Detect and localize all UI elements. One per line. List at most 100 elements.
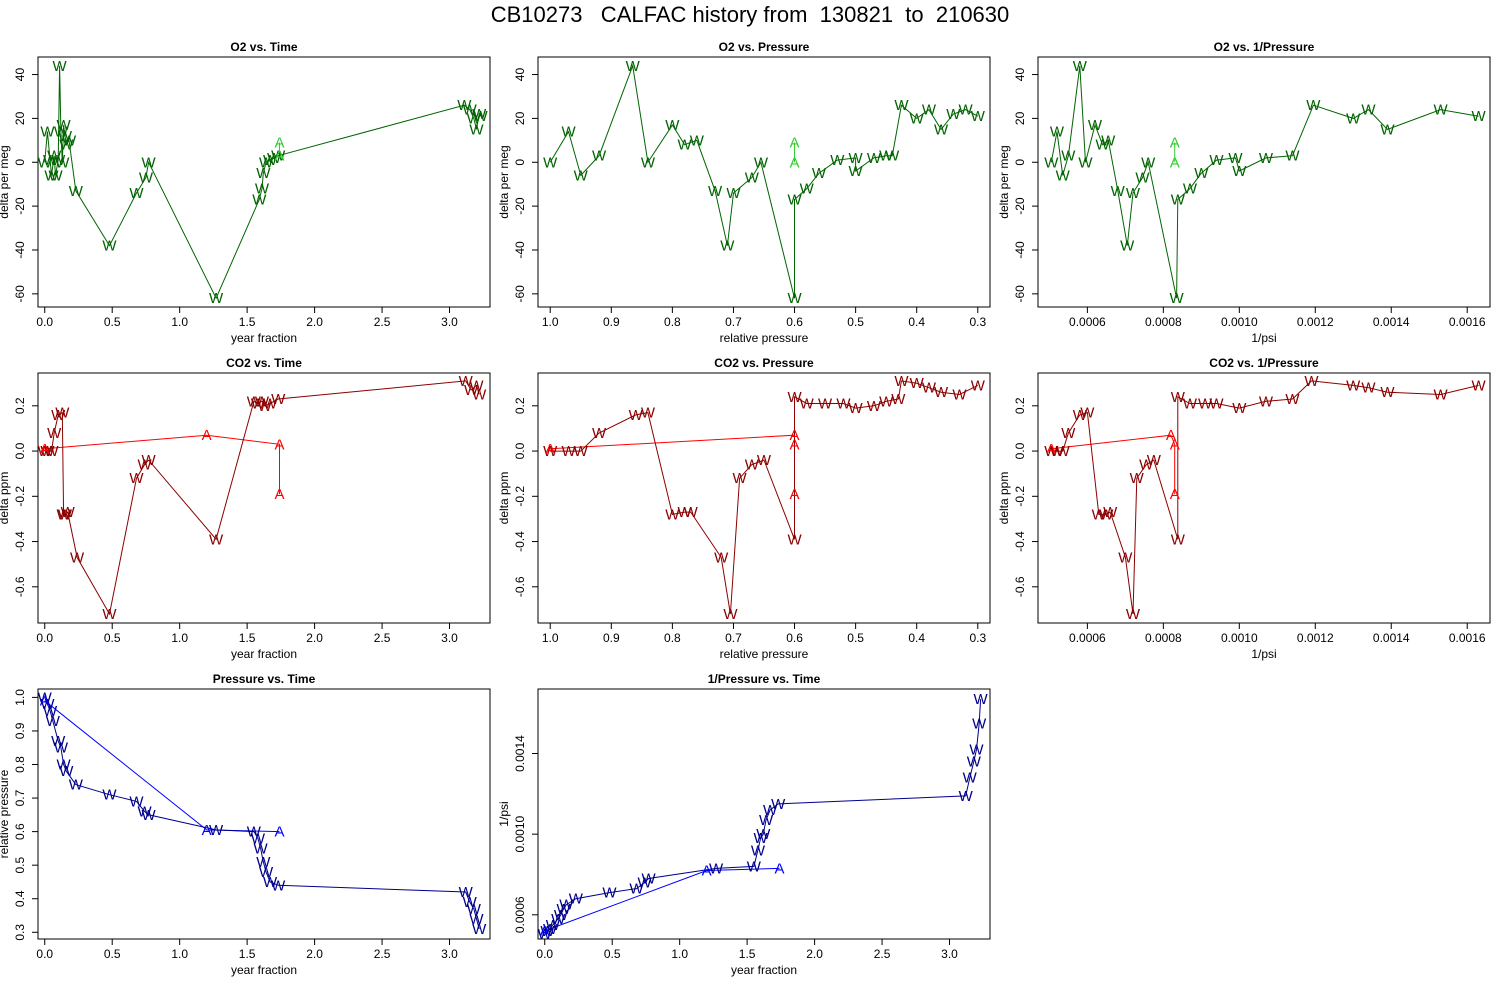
- data-point-w: W: [1126, 606, 1141, 623]
- y-tick-label: -40: [1013, 241, 1027, 259]
- x-tick-label: 0.0016: [1449, 315, 1486, 329]
- data-point-w: W: [209, 531, 224, 548]
- data-point-w: W: [910, 110, 925, 127]
- series-line-w: [44, 380, 480, 616]
- y-tick-label: 0: [13, 159, 27, 166]
- data-point-w: W: [1259, 393, 1274, 410]
- data-point-w: W: [467, 901, 482, 918]
- x-tick-label: 0.0006: [1069, 315, 1106, 329]
- data-point-w: W: [40, 696, 55, 713]
- data-point-a: A: [40, 693, 50, 710]
- data-point-w: W: [54, 740, 69, 757]
- series-line-w: [44, 65, 482, 300]
- data-point-a: A: [702, 862, 712, 879]
- data-point-w: W: [626, 58, 641, 75]
- x-tick-label: 0.6: [786, 631, 803, 645]
- data-point-w: W: [464, 382, 479, 399]
- x-tick-label: 2.5: [374, 947, 391, 961]
- data-point-w: W: [129, 185, 144, 202]
- y-axis-label: 1/psi: [497, 801, 511, 826]
- data-point-w: W: [57, 757, 72, 774]
- y-tick-label: -0.6: [513, 576, 527, 597]
- data-point-w: W: [1183, 181, 1198, 198]
- data-point-w: W: [1101, 132, 1116, 149]
- data-point-w: W: [1259, 150, 1274, 167]
- data-point-a: A: [275, 135, 285, 152]
- data-point-w: W: [1099, 506, 1114, 523]
- chart-o2-time: O2 vs. Time 0.0 0.5 1.0 1.5 2.0 2.5 3.0 year fra…: [0, 40, 491, 345]
- data-point-w: W: [251, 830, 266, 847]
- y-axis-label: delta ppm: [0, 472, 11, 525]
- data-point-w: W: [142, 452, 157, 469]
- data-point-w: W: [102, 606, 117, 623]
- data-point-w: W: [592, 148, 607, 165]
- data-point-w: W: [102, 787, 117, 804]
- data-point-w: W: [1095, 137, 1110, 154]
- y-tick-label: -0.2: [1013, 486, 1027, 507]
- data-point-w: W: [247, 824, 262, 841]
- data-point-w: W: [849, 400, 864, 417]
- x-tick-label: 0.0012: [1297, 315, 1334, 329]
- y-tick-label: 0.8: [13, 756, 27, 773]
- data-point-w: W: [1130, 470, 1145, 487]
- data-point-w: W: [922, 102, 937, 119]
- data-point-w: W: [1472, 108, 1487, 125]
- data-point-w: W: [255, 393, 270, 410]
- data-point-w: W: [1126, 185, 1141, 202]
- x-axis-label: 1/psi: [1251, 647, 1276, 661]
- data-point-w: W: [47, 148, 62, 165]
- data-point-w: W: [720, 238, 735, 255]
- y-axis-label: delta ppm: [497, 472, 511, 525]
- data-point-w: W: [971, 108, 986, 125]
- y-tick-label: -60: [13, 285, 27, 303]
- data-point-w: W: [678, 137, 693, 154]
- data-point-a: A: [790, 436, 800, 453]
- y-axis-label: delta per meg: [0, 145, 11, 218]
- data-point-w: W: [1198, 396, 1213, 413]
- data-point-w: W: [1346, 110, 1361, 127]
- data-point-w: W: [569, 891, 584, 908]
- data-point-w: W: [69, 777, 84, 794]
- chart-title: 1/Pressure vs. Time: [708, 672, 821, 686]
- data-point-w: W: [678, 504, 693, 521]
- y-tick-label: -0.2: [13, 486, 27, 507]
- y-tick-label: -60: [1013, 285, 1027, 303]
- data-point-w: W: [1472, 377, 1487, 394]
- x-tick-label: 0.0: [36, 947, 53, 961]
- x-axis-label: relative pressure: [720, 331, 809, 345]
- data-point-w: W: [1171, 192, 1186, 209]
- x-tick-label: 3.0: [441, 315, 458, 329]
- data-point-a: A: [1170, 436, 1180, 453]
- data-point-w: W: [62, 132, 77, 149]
- data-point-w: W: [543, 443, 558, 460]
- data-point-w: W: [472, 921, 487, 938]
- x-tick-label: 1.5: [239, 947, 256, 961]
- y-tick-label: 0: [1013, 159, 1027, 166]
- x-tick-label: 0.5: [104, 315, 121, 329]
- data-point-w: W: [745, 170, 760, 187]
- data-point-w: W: [271, 391, 286, 408]
- data-point-w: W: [1209, 152, 1224, 169]
- data-point-w: W: [459, 373, 474, 390]
- data-point-w: W: [51, 407, 66, 424]
- y-tick-label: 0: [513, 159, 527, 166]
- data-point-w: W: [1088, 117, 1103, 134]
- data-point-w: W: [1135, 170, 1150, 187]
- data-point-a: A: [275, 148, 285, 165]
- data-point-w: W: [38, 689, 53, 706]
- x-tick-label: 0.7: [725, 631, 742, 645]
- chart-co2-pressure: CO2 vs. Pressure 1.0 0.9 0.8 0.7 0.6 0.5 0.4 0.3…: [497, 356, 991, 661]
- data-point-w: W: [256, 854, 271, 871]
- y-tick-label: -0.4: [1013, 531, 1027, 552]
- data-point-w: W: [934, 384, 949, 401]
- y-tick-label: -0.6: [1013, 576, 1027, 597]
- data-point-w: W: [38, 154, 53, 171]
- x-tick-label: 0.0: [536, 947, 553, 961]
- data-point-w: W: [557, 901, 572, 918]
- data-point-w: W: [247, 393, 262, 410]
- data-point-w: W: [251, 396, 266, 413]
- data-point-w: W: [43, 152, 58, 169]
- y-axis-label: delta per meg: [997, 145, 1011, 218]
- data-point-a: A: [545, 441, 555, 458]
